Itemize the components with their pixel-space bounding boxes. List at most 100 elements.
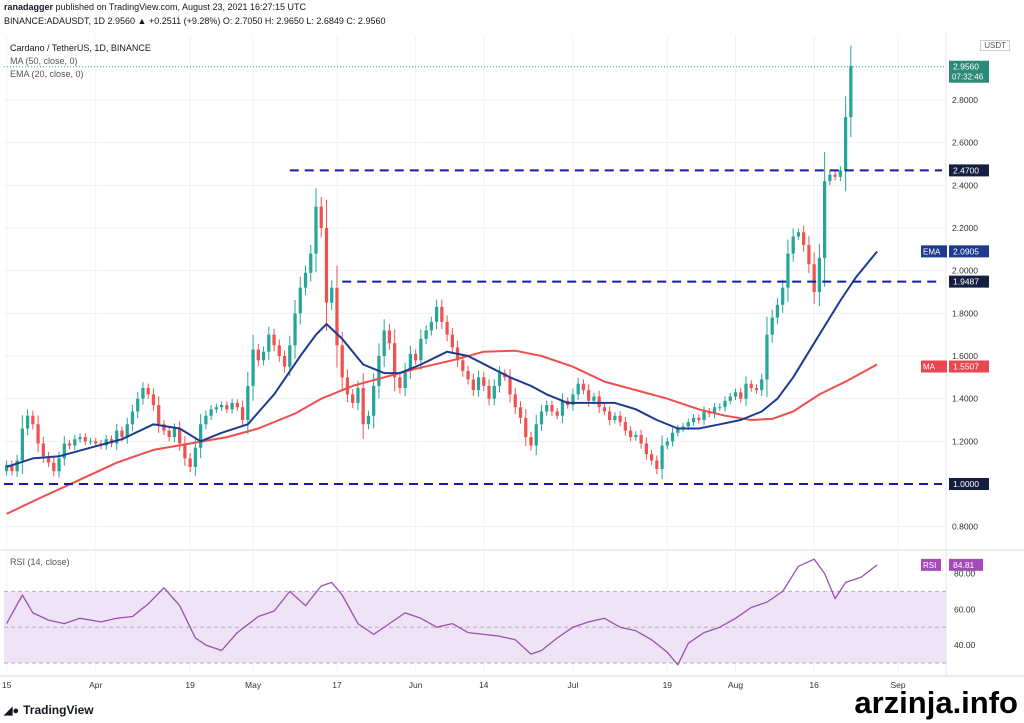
candle-body <box>345 377 350 395</box>
candle-body <box>655 460 659 470</box>
candle-body <box>393 343 397 378</box>
candle-body <box>639 434 643 444</box>
candle-body <box>167 430 171 438</box>
candle-body <box>807 245 811 265</box>
candle-body <box>298 287 302 314</box>
time-tick-label: 16 <box>809 680 819 690</box>
candle-body <box>261 351 266 361</box>
candle-body <box>398 377 402 388</box>
candle-body <box>4 464 9 472</box>
candle-body <box>618 415 622 423</box>
rsi-tag <box>921 558 941 571</box>
candle-body <box>25 415 30 429</box>
price-tick-label: 1.4000 <box>952 394 978 404</box>
candle-body <box>403 370 407 388</box>
candle-body <box>775 304 780 318</box>
candle-body <box>849 65 853 118</box>
price-tick-label: 2.8000 <box>952 95 978 105</box>
level-price-badge <box>949 164 989 177</box>
level-price-label: 1.9487 <box>953 277 979 287</box>
candle-body <box>697 417 701 420</box>
candle-body <box>817 257 822 292</box>
candle-body <box>141 388 145 399</box>
candle-body <box>592 396 596 401</box>
candle-body <box>188 458 192 467</box>
candle-body <box>303 272 308 288</box>
candle-body <box>754 388 759 391</box>
candle-body <box>57 458 61 472</box>
candle-body <box>613 415 617 420</box>
candle-body <box>545 405 549 412</box>
candle-body <box>214 407 218 410</box>
rsi-value-label: 84.81 <box>953 560 975 570</box>
candle-body <box>471 379 475 391</box>
rsi-value-badge <box>949 558 983 571</box>
candle-body <box>136 398 140 412</box>
candle-body <box>628 430 633 438</box>
candle-body <box>204 415 208 425</box>
time-tick-label: Jun <box>409 680 423 690</box>
ma-legend[interactable]: MA (50, close, 0) <box>10 56 78 66</box>
candle-body <box>796 232 801 237</box>
site-watermark: arzinja.info <box>854 685 1018 720</box>
candle-body <box>791 236 795 254</box>
candle-body <box>146 388 150 395</box>
candle-body <box>104 439 108 446</box>
ma-value-label: 1.5507 <box>953 362 979 372</box>
candle-body <box>356 388 360 403</box>
candle-body <box>513 394 517 408</box>
candle-body <box>833 174 837 177</box>
candle-body <box>718 407 722 409</box>
candle-body <box>681 426 685 429</box>
time-tick-label: 17 <box>332 680 342 690</box>
candle-body <box>524 417 528 438</box>
candle-body <box>88 441 93 443</box>
candle-body <box>324 228 329 303</box>
price-tick-label: 2.4000 <box>952 180 978 190</box>
candle-body <box>235 402 239 408</box>
candle-body <box>20 428 24 461</box>
candle-body <box>539 411 544 425</box>
bar-countdown-label: 07:32:46 <box>952 73 984 82</box>
candle-body <box>225 405 229 410</box>
publisher-name[interactable]: ranadagger <box>4 2 54 12</box>
candle-body <box>660 445 664 470</box>
ema-line <box>6 250 878 468</box>
tradingview-logo[interactable]: ◢● TradingView <box>4 703 94 717</box>
candle-body <box>130 411 135 425</box>
ma-tag <box>921 360 947 373</box>
ema-legend[interactable]: EMA (20, close, 0) <box>10 69 84 79</box>
candle-body <box>272 334 276 346</box>
candle-body <box>256 349 260 361</box>
candle-body <box>560 400 565 416</box>
candle-body <box>52 462 56 472</box>
candle-body <box>219 405 224 408</box>
candle-body <box>555 411 559 416</box>
candle-body <box>94 441 98 444</box>
candle-body <box>765 334 769 380</box>
rsi-legend[interactable]: RSI (14, close) <box>10 557 70 567</box>
candle-body <box>587 390 591 401</box>
candle-body <box>120 430 124 438</box>
level-price-badge <box>949 478 989 490</box>
currency-label[interactable]: USDT <box>980 40 1010 51</box>
candle-body <box>267 334 271 352</box>
ema-value-badge <box>949 245 989 258</box>
candle-body <box>461 360 465 371</box>
candle-body <box>335 287 339 346</box>
time-tick-label: 15 <box>2 680 12 690</box>
candle-body <box>419 338 423 361</box>
price-tick-label: 1.8000 <box>952 308 978 318</box>
candle-body <box>492 385 496 399</box>
candle-body <box>482 377 486 386</box>
candle-body <box>340 345 344 378</box>
candle-body <box>288 345 292 367</box>
candle-body <box>46 456 51 463</box>
candle-body <box>15 460 19 472</box>
price-tick-label: 2.6000 <box>952 138 978 148</box>
candle-body <box>634 434 638 438</box>
rsi-tick-label: 80.00 <box>954 568 976 578</box>
candle-body <box>41 443 45 457</box>
candle-body <box>125 424 129 438</box>
level-price-label: 1.0000 <box>953 479 979 489</box>
